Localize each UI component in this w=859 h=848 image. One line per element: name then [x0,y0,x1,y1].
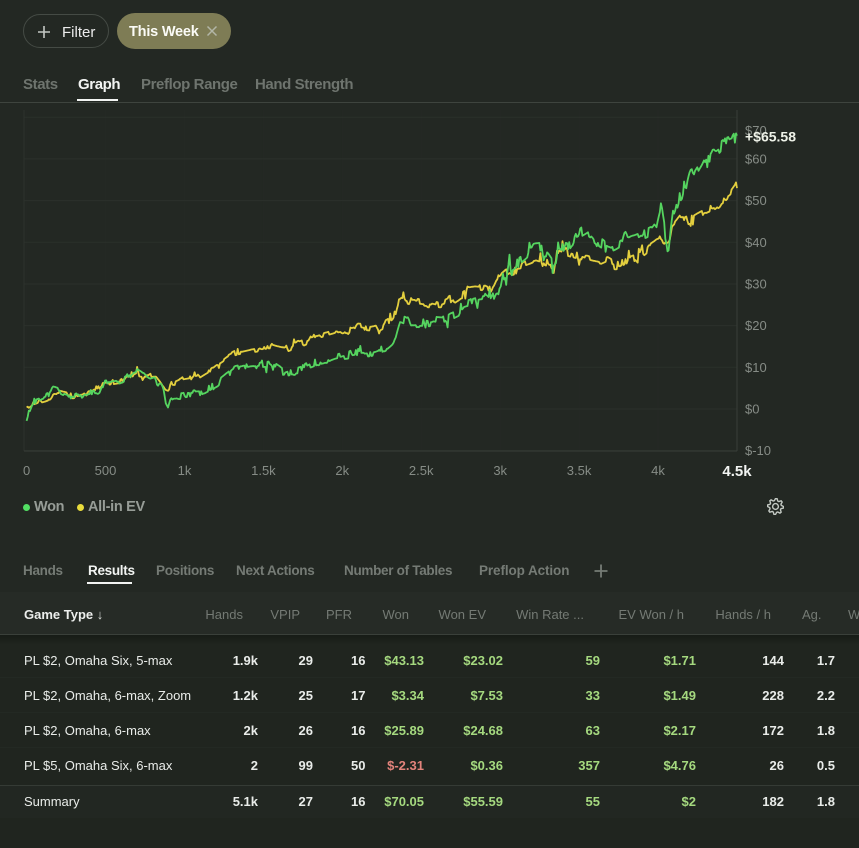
svg-text:$10: $10 [745,360,767,375]
svg-text:500: 500 [95,463,117,478]
svg-text:+$65.58: +$65.58 [745,129,796,145]
svg-text:1.5k: 1.5k [251,463,276,478]
svg-text:4.5k: 4.5k [722,463,752,480]
svg-text:$70: $70 [745,123,767,138]
svg-text:1k: 1k [178,463,192,478]
svg-text:2.5k: 2.5k [409,463,434,478]
svg-text:$20: $20 [745,318,767,333]
svg-text:4k: 4k [651,463,665,478]
svg-text:2k: 2k [335,463,349,478]
svg-text:$60: $60 [745,151,767,166]
svg-text:0: 0 [23,463,30,478]
svg-text:$0: $0 [745,402,759,417]
svg-text:3k: 3k [493,463,507,478]
svg-text:3.5k: 3.5k [567,463,592,478]
svg-text:$50: $50 [745,193,767,208]
svg-text:$-10: $-10 [745,443,771,458]
svg-text:$40: $40 [745,235,767,250]
svg-text:$30: $30 [745,277,767,292]
